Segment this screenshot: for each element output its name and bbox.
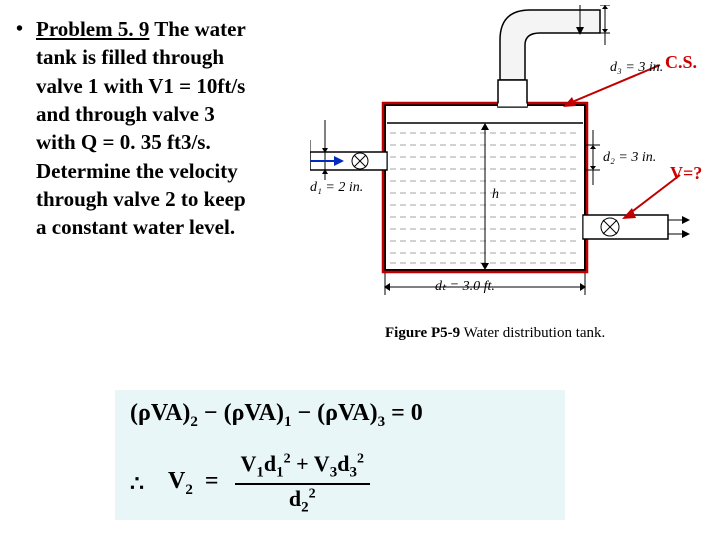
equation-2: ∴ V2 = V1d12 + V3d32 d22 — [130, 450, 374, 518]
figure-caption: Figure P5-9 Water distribution tank. — [385, 325, 605, 342]
dt-label: dₜ = 3.0 ft. — [435, 278, 495, 295]
equation-box: (ρVA)2 − (ρVA)1 − (ρVA)3 = 0 ∴ V2 = V1d1… — [115, 390, 565, 520]
equation-1: (ρVA)2 − (ρVA)1 − (ρVA)3 = 0 — [130, 400, 423, 431]
problem-line-0: The water — [149, 17, 245, 41]
problem-line-7: a constant water level. — [36, 215, 235, 239]
problem-label: Problem 5. 9 — [36, 17, 149, 41]
caption-rest: Water distribution tank. — [460, 325, 605, 341]
d3-label: d₃ = 3 in. — [610, 60, 663, 76]
cs-annotation: C.S. — [665, 52, 697, 73]
problem-line-1: tank is filled through — [36, 45, 224, 69]
problem-line-5: Determine the velocity — [36, 159, 238, 183]
bullet: • — [16, 18, 23, 41]
d2-label: d₂ = 3 in. — [603, 150, 656, 166]
vq-annotation: V=? — [670, 163, 702, 184]
problem-line-4: with Q = 0. 35 ft3/s. — [36, 130, 211, 154]
caption-bold: Figure P5-9 — [385, 325, 460, 341]
problem-line-2: valve 1 with V1 = 10ft/s — [36, 74, 245, 98]
problem-line-6: through valve 2 to keep — [36, 187, 246, 211]
tank-diagram — [310, 5, 710, 355]
problem-line-3: and through valve 3 — [36, 102, 215, 126]
problem-text: Problem 5. 9 The water tank is filled th… — [36, 15, 316, 242]
h-label: h — [492, 187, 499, 203]
figure-area: d₃ = 3 in. d₂ = 3 in. d₁ = 2 in. dₜ = 3.… — [310, 5, 710, 355]
therefore-symbol: ∴ — [130, 471, 144, 497]
d1-label: d₁ = 2 in. — [310, 180, 363, 196]
